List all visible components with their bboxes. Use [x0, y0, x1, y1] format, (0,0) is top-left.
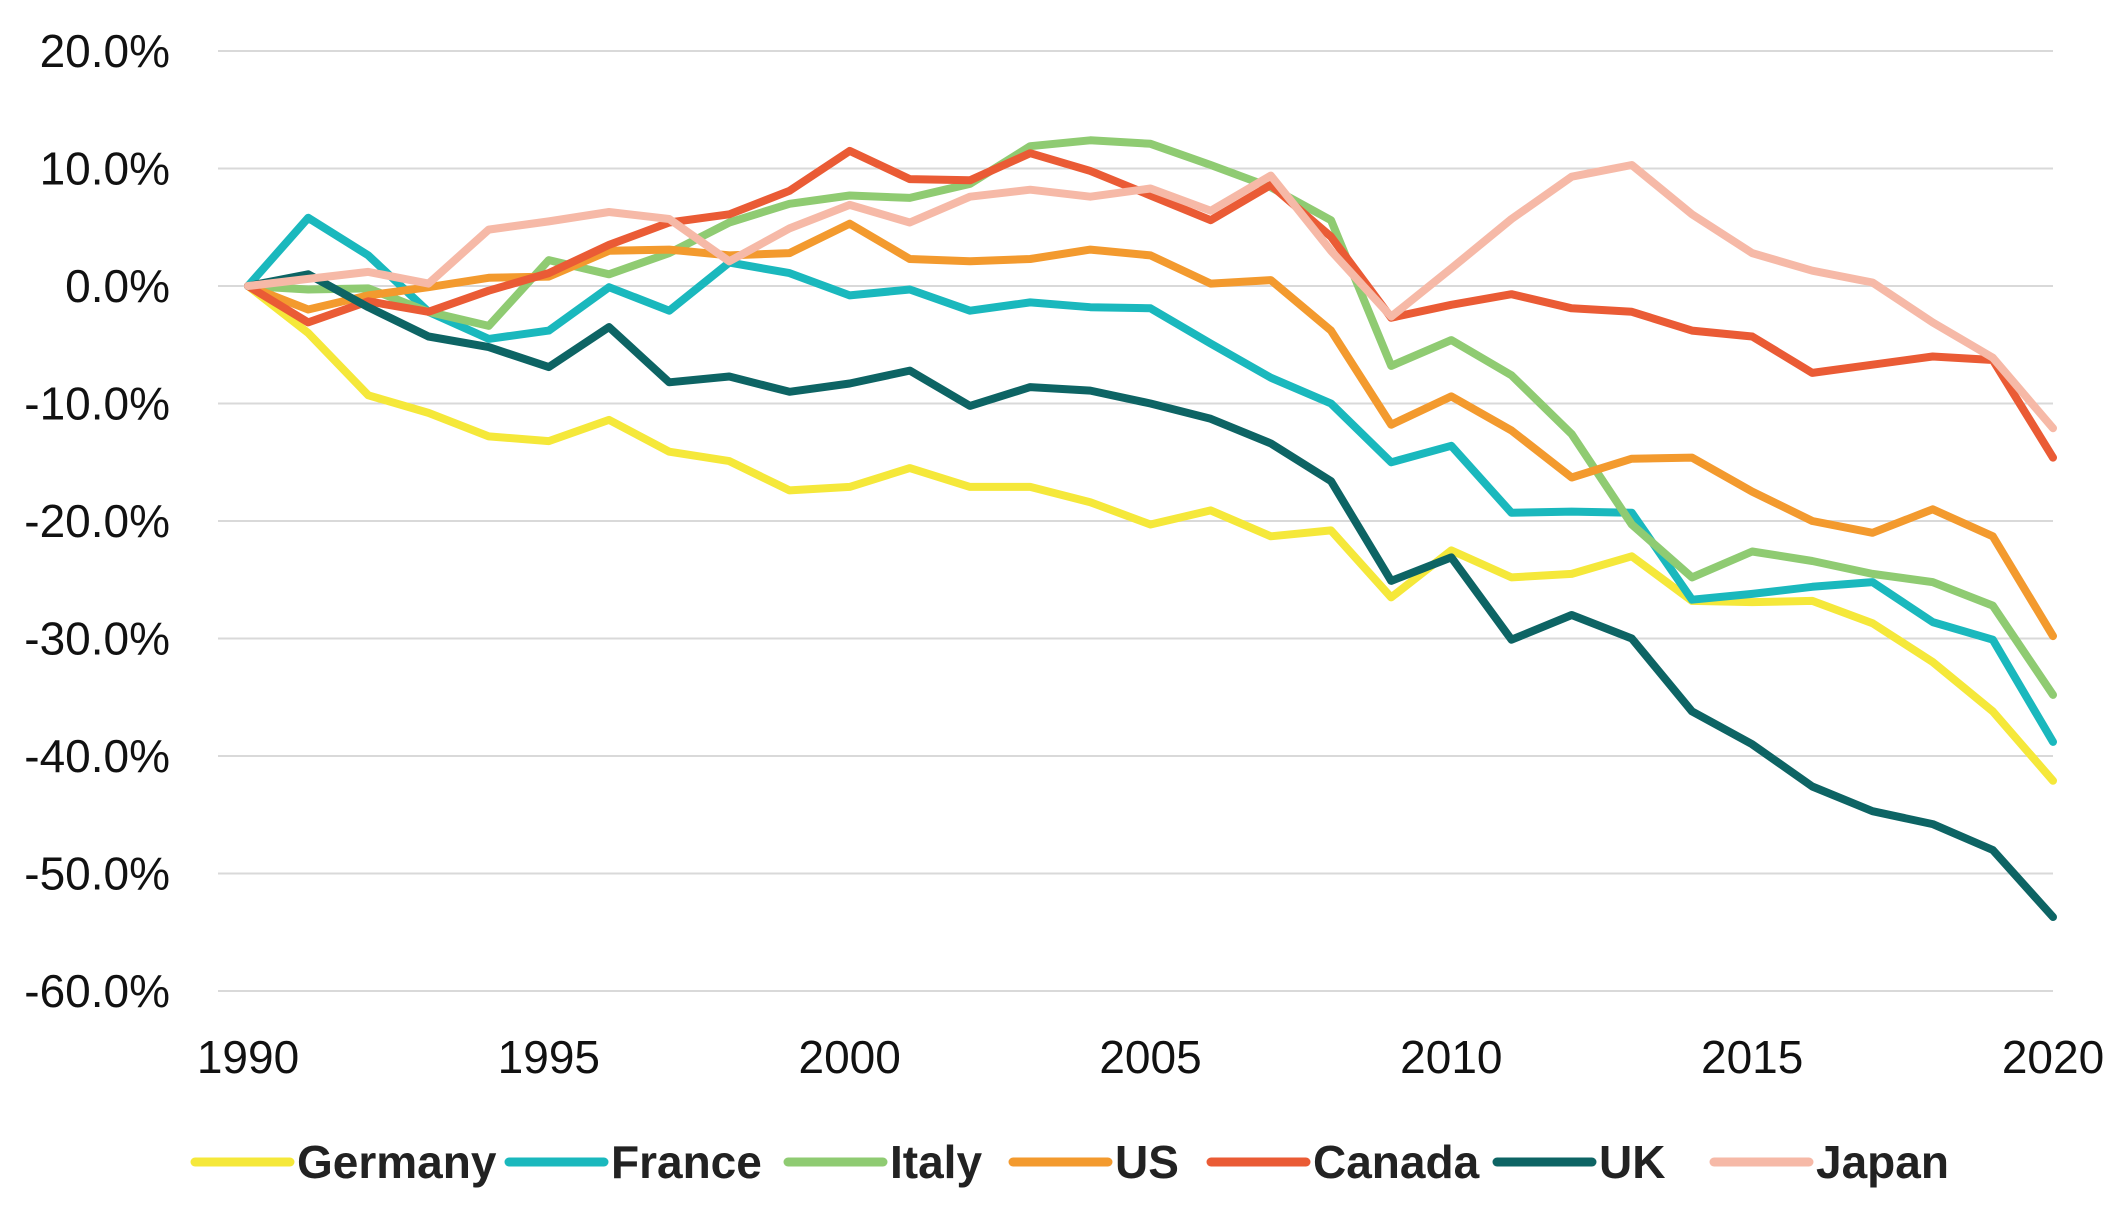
x-tick-label: 1995 — [498, 1031, 600, 1083]
y-tick-label: -10.0% — [24, 378, 170, 430]
series-line-japan — [244, 161, 2057, 433]
y-tick-label: -40.0% — [24, 730, 170, 782]
y-tick-label: -60.0% — [24, 965, 170, 1017]
series-line-uk — [244, 270, 2057, 921]
series-line-france — [244, 213, 2057, 746]
x-tick-label: 1990 — [197, 1031, 299, 1083]
legend-label-germany: Germany — [297, 1136, 497, 1188]
series-line-canada — [244, 146, 2057, 462]
legend-label-japan: Japan — [1816, 1136, 1949, 1188]
y-tick-label: 10.0% — [40, 143, 170, 195]
legend-label-italy: Italy — [890, 1136, 982, 1188]
y-tick-label: -30.0% — [24, 613, 170, 665]
y-tick-label: 20.0% — [40, 25, 170, 77]
x-tick-label: 2000 — [798, 1031, 900, 1083]
x-tick-label: 2020 — [2002, 1031, 2104, 1083]
y-tick-label: -20.0% — [24, 495, 170, 547]
y-axis-tick-labels: 20.0% 10.0% 0.0% -10.0% -20.0% -30.0% -40.0% -5… — [24, 25, 170, 1017]
series-lines — [244, 136, 2057, 921]
legend: Germany France Italy US Canada UK Japan — [190, 1136, 1949, 1188]
legend-label-uk: UK — [1599, 1136, 1665, 1188]
x-tick-label: 2015 — [1701, 1031, 1803, 1083]
series-line-germany — [244, 282, 2057, 785]
legend-label-canada: Canada — [1313, 1136, 1480, 1188]
legend-label-france: France — [611, 1136, 762, 1188]
x-tick-label: 2010 — [1400, 1031, 1502, 1083]
y-tick-label: 0.0% — [65, 260, 170, 312]
legend-label-us: US — [1115, 1136, 1179, 1188]
x-tick-label: 2005 — [1099, 1031, 1201, 1083]
series-line-italy — [244, 136, 2057, 699]
x-axis-tick-labels: 1990 1995 2000 2005 2010 2015 2020 — [197, 1031, 2104, 1083]
y-tick-label: -50.0% — [24, 848, 170, 900]
